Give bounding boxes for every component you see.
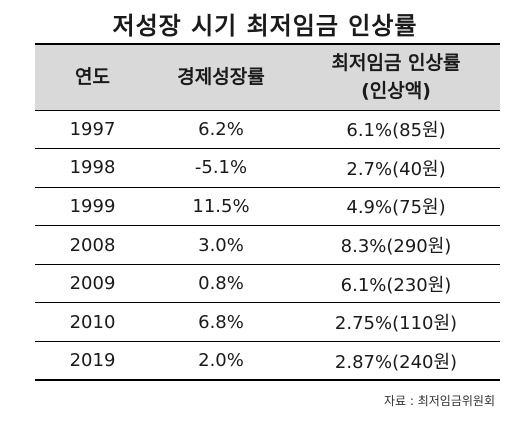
table-row: 2019 2.0% 2.87%(240원) bbox=[35, 342, 500, 381]
cell-wage-increase: 2.87%(240원) bbox=[334, 351, 458, 373]
cell-wage-increase: 2.7%(40원) bbox=[346, 158, 446, 180]
cell-wage-increase: 6.1%(230원) bbox=[340, 274, 452, 296]
minimum-wage-table: 연도 경제성장률 최저임금 인상률 (인상액) 1997 6.2% 6.1%(85원… bbox=[35, 43, 500, 381]
cell-growth-rate: 6.2% bbox=[198, 118, 244, 140]
cell-wage-increase: 4.9%(75원) bbox=[346, 197, 446, 219]
table-row: 1998 -5.1% 2.7%(40원) bbox=[35, 149, 500, 188]
table-row: 1999 11.5% 4.9%(75원) bbox=[35, 187, 500, 226]
cell-year: 1999 bbox=[69, 195, 116, 217]
cell-wage-increase: 6.1%(85원) bbox=[346, 120, 446, 142]
cell-growth-rate: 11.5% bbox=[192, 195, 250, 217]
cell-year: 2010 bbox=[69, 311, 116, 333]
table-row: 2008 3.0% 8.3%(290원) bbox=[35, 226, 500, 265]
cell-year: 2008 bbox=[69, 234, 116, 256]
cell-year: 1998 bbox=[69, 157, 116, 179]
cell-year: 2019 bbox=[69, 350, 116, 372]
page-title: 저성장 시기 최저임금 인상률 bbox=[112, 12, 418, 40]
header-wage-increase-amount: (인상액) bbox=[361, 80, 431, 103]
cell-growth-rate: 6.8% bbox=[198, 311, 244, 333]
header-year: 연도 bbox=[75, 66, 110, 89]
table-row: 2009 0.8% 6.1%(230원) bbox=[35, 264, 500, 303]
header-wage-increase-label: 최저임금 인상률 bbox=[331, 52, 461, 75]
cell-wage-increase: 2.75%(110원) bbox=[334, 313, 458, 335]
cell-growth-rate: 3.0% bbox=[198, 234, 244, 256]
header-wage-increase: 최저임금 인상률 (인상액) bbox=[292, 44, 500, 110]
cell-wage-increase: 8.3%(290원) bbox=[340, 236, 452, 258]
cell-growth-rate: 0.8% bbox=[198, 273, 244, 295]
cell-year: 2009 bbox=[69, 273, 116, 295]
table-header-row: 연도 경제성장률 최저임금 인상률 (인상액) bbox=[35, 44, 500, 110]
header-growth-rate: 경제성장률 bbox=[177, 66, 265, 89]
table-row: 1997 6.2% 6.1%(85원) bbox=[35, 110, 500, 149]
cell-year: 1997 bbox=[69, 118, 116, 140]
cell-growth-rate: 2.0% bbox=[198, 350, 244, 372]
source-note: 자료 : 최저임금위원회 bbox=[383, 394, 495, 408]
cell-growth-rate: -5.1% bbox=[194, 157, 248, 179]
table-row: 2010 6.8% 2.75%(110원) bbox=[35, 303, 500, 342]
